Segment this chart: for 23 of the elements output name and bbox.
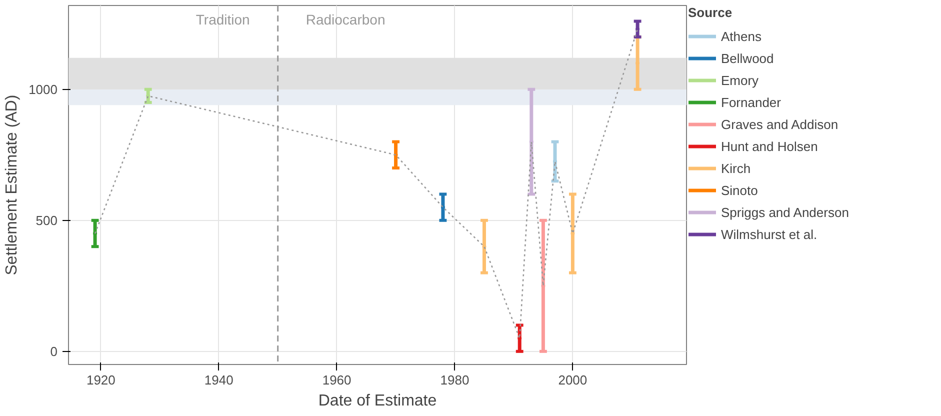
legend-label: Graves and Addison (721, 116, 838, 132)
x-axis-title: Date of Estimate (318, 392, 437, 410)
legend-label: Sinoto (721, 182, 758, 198)
x-tick-label: 1980 (440, 372, 470, 388)
legend-label: Wilmshurst et al. (721, 226, 818, 242)
y-tick-label: 500 (36, 212, 58, 228)
legend-title: Source (688, 5, 734, 20)
legend-label: Hunt and Holsen (721, 138, 818, 154)
x-tick-label: 1940 (204, 372, 234, 388)
legend-label: Emory (721, 72, 759, 88)
annotation: Tradition (196, 12, 250, 28)
y-tick-label: 1000 (28, 82, 58, 97)
legend-label: Fornander (721, 94, 781, 110)
legend-label: Spriggs and Anderson (721, 204, 849, 220)
legend-label: Athens (721, 28, 762, 44)
x-tick-label: 1920 (86, 372, 116, 388)
legend-label: Bellwood (721, 50, 774, 66)
x-tick-label: 2000 (558, 372, 588, 388)
y-axis-title: Settlement Estimate (AD) (4, 94, 21, 276)
annotation: Radiocarbon (306, 12, 386, 28)
legend-label: Kirch (721, 160, 751, 176)
y-tick-label: 0 (50, 344, 58, 359)
x-tick-label: 1960 (322, 372, 352, 388)
